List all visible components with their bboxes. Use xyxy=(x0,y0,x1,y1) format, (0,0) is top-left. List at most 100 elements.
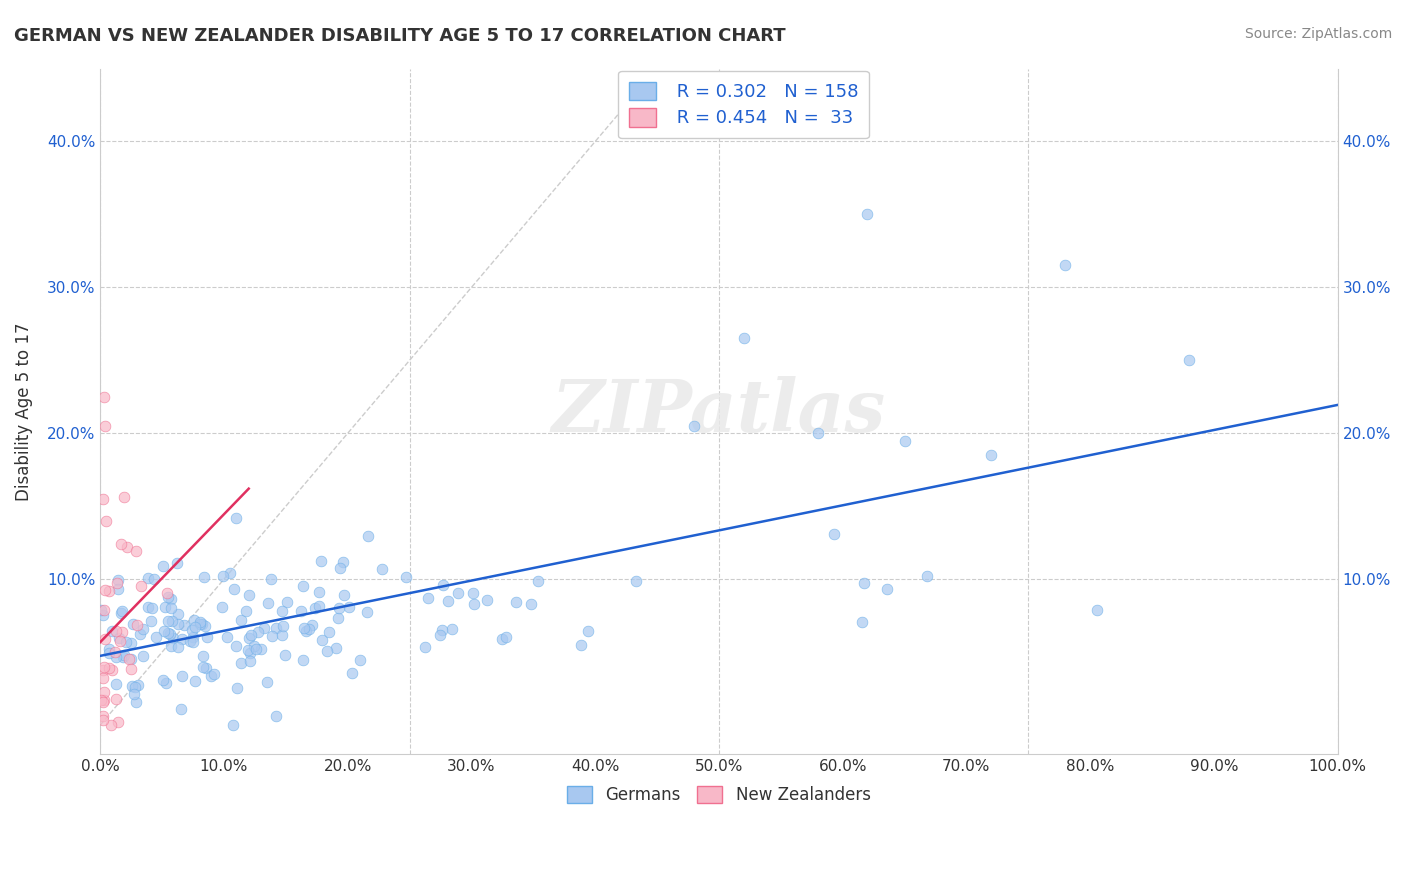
Point xyxy=(100,624,122,638)
Point xyxy=(683,419,706,434)
Point xyxy=(125,543,148,558)
Point xyxy=(129,579,152,593)
Point xyxy=(101,663,124,677)
Point xyxy=(266,709,288,723)
Point xyxy=(226,681,249,695)
Point xyxy=(325,641,347,656)
Point xyxy=(194,619,217,633)
Point xyxy=(256,675,278,690)
Point xyxy=(273,619,295,633)
Point xyxy=(239,646,262,660)
Point xyxy=(304,601,326,615)
Point xyxy=(371,562,394,576)
Point xyxy=(107,573,129,587)
Point xyxy=(328,561,350,575)
Point xyxy=(190,615,212,629)
Point xyxy=(475,592,498,607)
Point xyxy=(238,588,260,602)
Point xyxy=(104,624,127,638)
Point xyxy=(141,614,163,628)
Point xyxy=(218,566,240,580)
Point xyxy=(156,586,179,600)
Point xyxy=(120,636,142,650)
Point xyxy=(225,639,247,653)
Point xyxy=(259,572,281,586)
Point xyxy=(491,632,513,646)
Point xyxy=(733,331,755,345)
Point xyxy=(915,568,938,582)
Point xyxy=(125,618,148,632)
Legend: Germans, New Zealanders: Germans, New Zealanders xyxy=(557,776,880,814)
Point xyxy=(311,632,333,647)
Point xyxy=(222,582,245,596)
Point xyxy=(191,617,214,632)
Text: Source: ZipAtlas.com: Source: ZipAtlas.com xyxy=(1244,27,1392,41)
Point xyxy=(160,639,183,653)
Point xyxy=(153,600,176,615)
Point xyxy=(153,624,176,638)
Point xyxy=(104,645,127,659)
Point xyxy=(94,419,117,434)
Point xyxy=(418,591,440,605)
Point xyxy=(98,584,121,599)
Point xyxy=(167,607,190,621)
Point xyxy=(173,618,195,632)
Point xyxy=(136,571,159,585)
Point xyxy=(93,603,115,617)
Point xyxy=(91,663,114,677)
Point xyxy=(495,630,517,644)
Point xyxy=(108,633,131,648)
Point xyxy=(107,576,129,591)
Point xyxy=(159,627,181,641)
Point xyxy=(274,648,297,662)
Point xyxy=(328,601,350,615)
Point xyxy=(142,572,165,586)
Point xyxy=(90,693,112,707)
Point xyxy=(181,630,204,644)
Point xyxy=(183,613,205,627)
Point xyxy=(107,715,129,730)
Point xyxy=(193,660,215,674)
Point xyxy=(315,644,337,658)
Point xyxy=(193,648,215,663)
Point xyxy=(356,605,378,619)
Point xyxy=(115,635,138,649)
Point xyxy=(243,639,266,653)
Point xyxy=(893,434,915,448)
Point xyxy=(240,628,263,642)
Point xyxy=(90,602,112,616)
Point xyxy=(162,614,184,628)
Point xyxy=(94,789,117,804)
Point xyxy=(170,702,193,716)
Point xyxy=(328,610,350,624)
Point xyxy=(91,713,114,727)
Point xyxy=(93,583,115,598)
Point xyxy=(94,632,117,646)
Point xyxy=(108,632,131,646)
Y-axis label: Disability Age 5 to 17: Disability Age 5 to 17 xyxy=(15,322,32,500)
Point xyxy=(91,695,114,709)
Point xyxy=(245,642,267,657)
Point xyxy=(96,514,118,528)
Point xyxy=(97,661,120,675)
Point xyxy=(110,607,132,621)
Point xyxy=(170,668,193,682)
Point xyxy=(93,693,115,707)
Point xyxy=(235,604,257,618)
Point xyxy=(91,491,114,506)
Point xyxy=(162,631,184,645)
Point xyxy=(437,593,460,607)
Point xyxy=(294,624,316,638)
Point xyxy=(292,579,315,593)
Point xyxy=(91,608,114,623)
Text: GERMAN VS NEW ZEALANDER DISABILITY AGE 5 TO 17 CORRELATION CHART: GERMAN VS NEW ZEALANDER DISABILITY AGE 5… xyxy=(14,27,786,45)
Point xyxy=(856,207,879,221)
Point xyxy=(569,638,592,652)
Point xyxy=(183,635,205,649)
Point xyxy=(107,582,129,597)
Point xyxy=(129,627,152,641)
Point xyxy=(432,577,454,591)
Point xyxy=(215,630,238,644)
Point xyxy=(197,630,219,644)
Point xyxy=(156,590,179,604)
